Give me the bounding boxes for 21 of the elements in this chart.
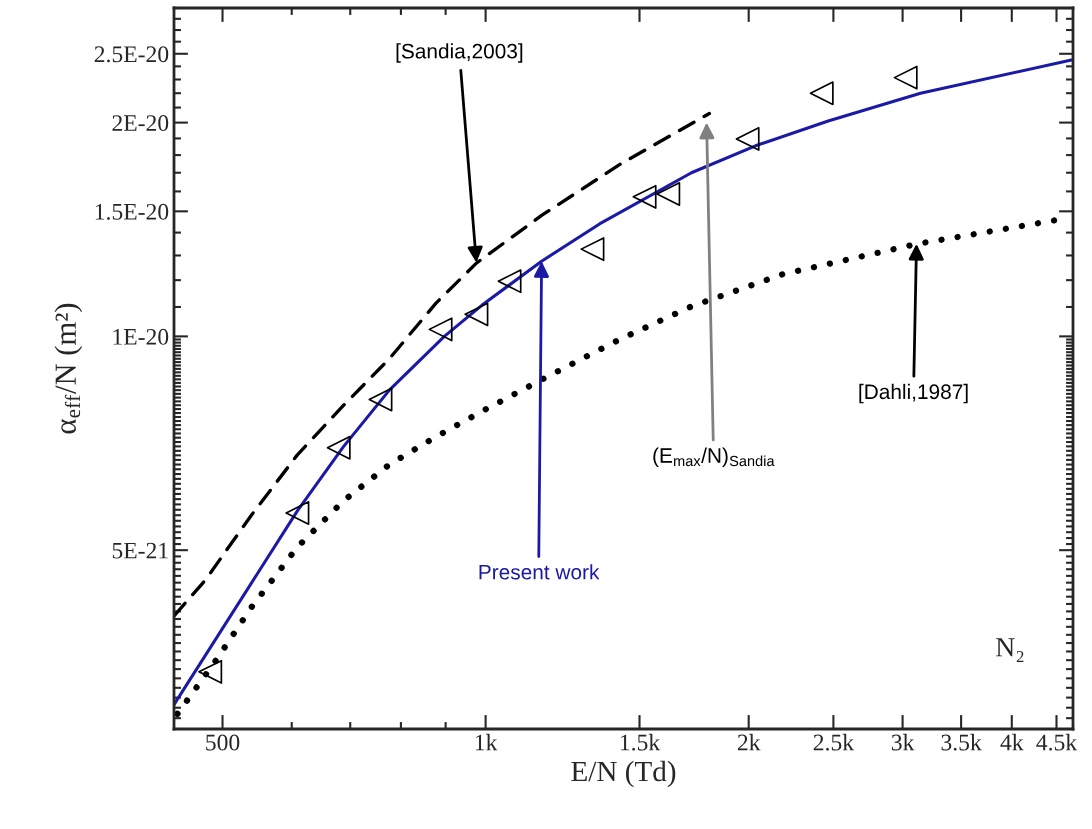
x-tick-label: 4k — [1000, 733, 1024, 751]
annotation: [Dahli,1987] — [859, 383, 968, 404]
x-tick-label: 1.5k — [620, 733, 661, 751]
y-tick-label: 2.5E-20 — [94, 46, 169, 63]
y-axis-title: α$_{eff}$/N (m²) — [54, 303, 83, 434]
y-tick-label: 1E-20 — [113, 328, 169, 345]
annotation: (E$_{max}$/N)$_{Sandia}$ — [653, 447, 775, 468]
x-axis-title: E/N (Td) — [571, 760, 676, 788]
x-tick-label: 2k — [737, 733, 761, 751]
x-tick-label: 4.5k — [1036, 733, 1078, 751]
y-tick-label: 5E-21 — [112, 542, 168, 559]
x-tick-label: 3k — [891, 733, 915, 751]
y-tick-label: 2E-20 — [112, 115, 169, 132]
y-tick-label: 1.5E-20 — [95, 203, 169, 220]
x-tick-label: 1k — [475, 733, 498, 751]
annotation: [Sandia,2003] — [396, 43, 523, 63]
annotation: Present work — [479, 564, 600, 580]
x-tick-label: 3.5k — [941, 733, 982, 751]
x-tick-label: 500 — [206, 734, 240, 751]
annotation: N₂ — [996, 638, 1024, 663]
x-tick-label: 2.5k — [813, 733, 855, 751]
